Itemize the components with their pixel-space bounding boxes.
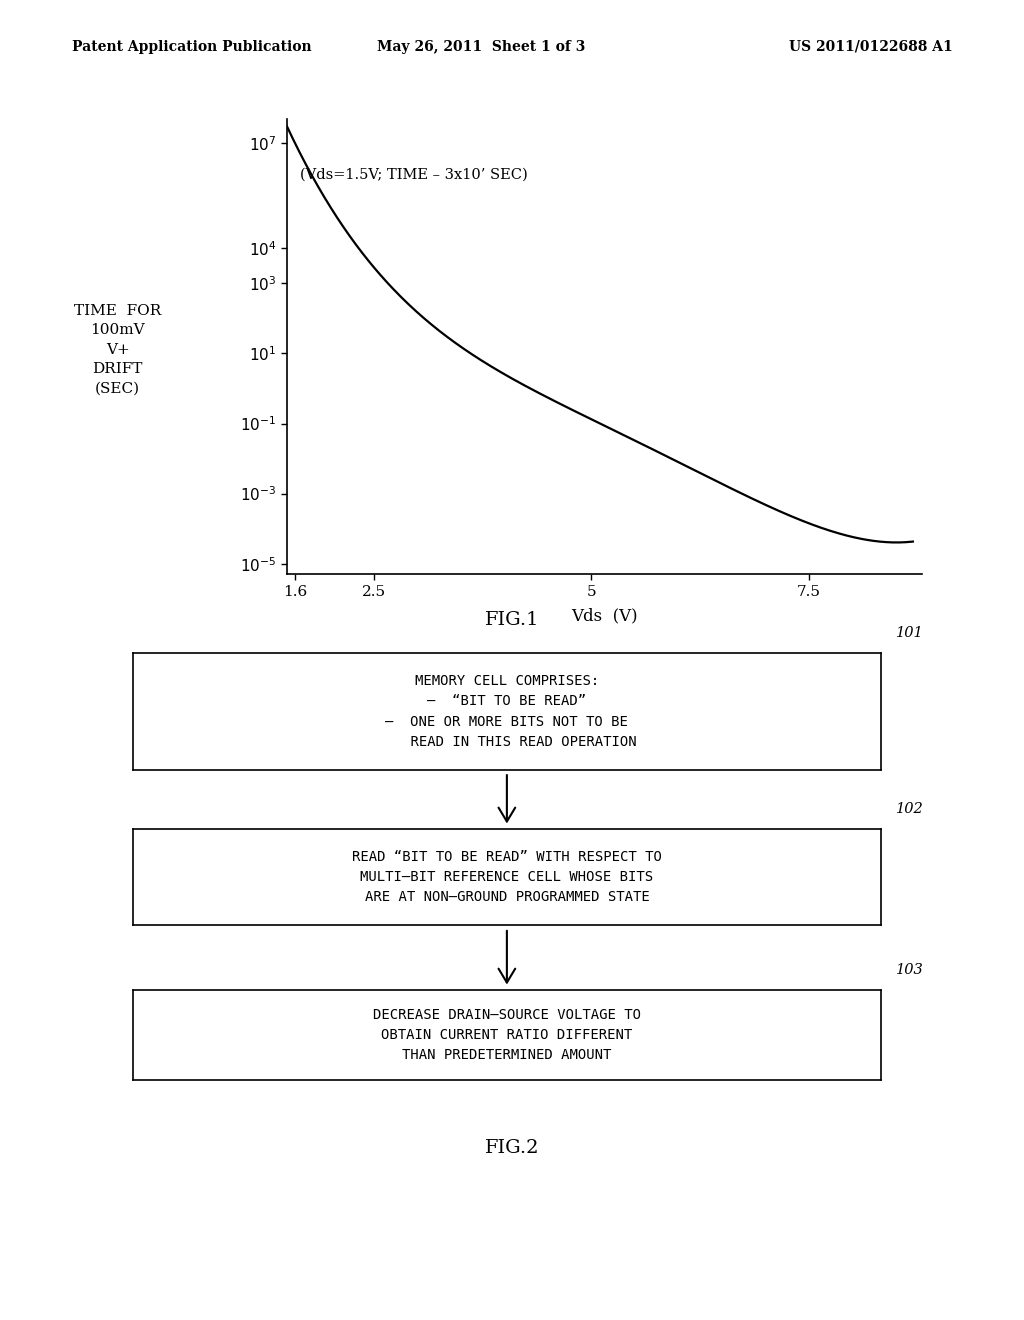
- Text: MEMORY CELL COMPRISES:
–  “BIT TO BE READ”
–  ONE OR MORE BITS NOT TO BE
    REA: MEMORY CELL COMPRISES: – “BIT TO BE READ…: [377, 675, 637, 748]
- Text: TIME  FOR
100mV
V+
DRIFT
(SEC): TIME FOR 100mV V+ DRIFT (SEC): [74, 304, 162, 396]
- Text: Patent Application Publication: Patent Application Publication: [72, 40, 311, 54]
- Text: (Vds=1.5V; TIME – 3x10’ SEC): (Vds=1.5V; TIME – 3x10’ SEC): [300, 168, 527, 182]
- Text: May 26, 2011  Sheet 1 of 3: May 26, 2011 Sheet 1 of 3: [377, 40, 586, 54]
- Text: FIG.2: FIG.2: [484, 1139, 540, 1158]
- Text: US 2011/0122688 A1: US 2011/0122688 A1: [788, 40, 952, 54]
- Text: DECREASE DRAIN–SOURCE VOLTAGE TO
OBTAIN CURRENT RATIO DIFFERENT
THAN PREDETERMIN: DECREASE DRAIN–SOURCE VOLTAGE TO OBTAIN …: [373, 1008, 641, 1061]
- Text: 102: 102: [896, 801, 924, 816]
- Text: 101: 101: [896, 626, 924, 640]
- Text: FIG.1: FIG.1: [484, 611, 540, 630]
- Text: READ “BIT TO BE READ” WITH RESPECT TO
MULTI–BIT REFERENCE CELL WHOSE BITS
ARE AT: READ “BIT TO BE READ” WITH RESPECT TO MU…: [352, 850, 662, 904]
- X-axis label: Vds  (V): Vds (V): [570, 607, 638, 624]
- Text: 103: 103: [896, 962, 924, 977]
